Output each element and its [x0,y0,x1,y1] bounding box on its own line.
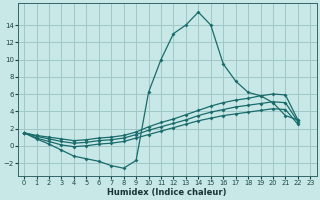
X-axis label: Humidex (Indice chaleur): Humidex (Indice chaleur) [108,188,227,197]
